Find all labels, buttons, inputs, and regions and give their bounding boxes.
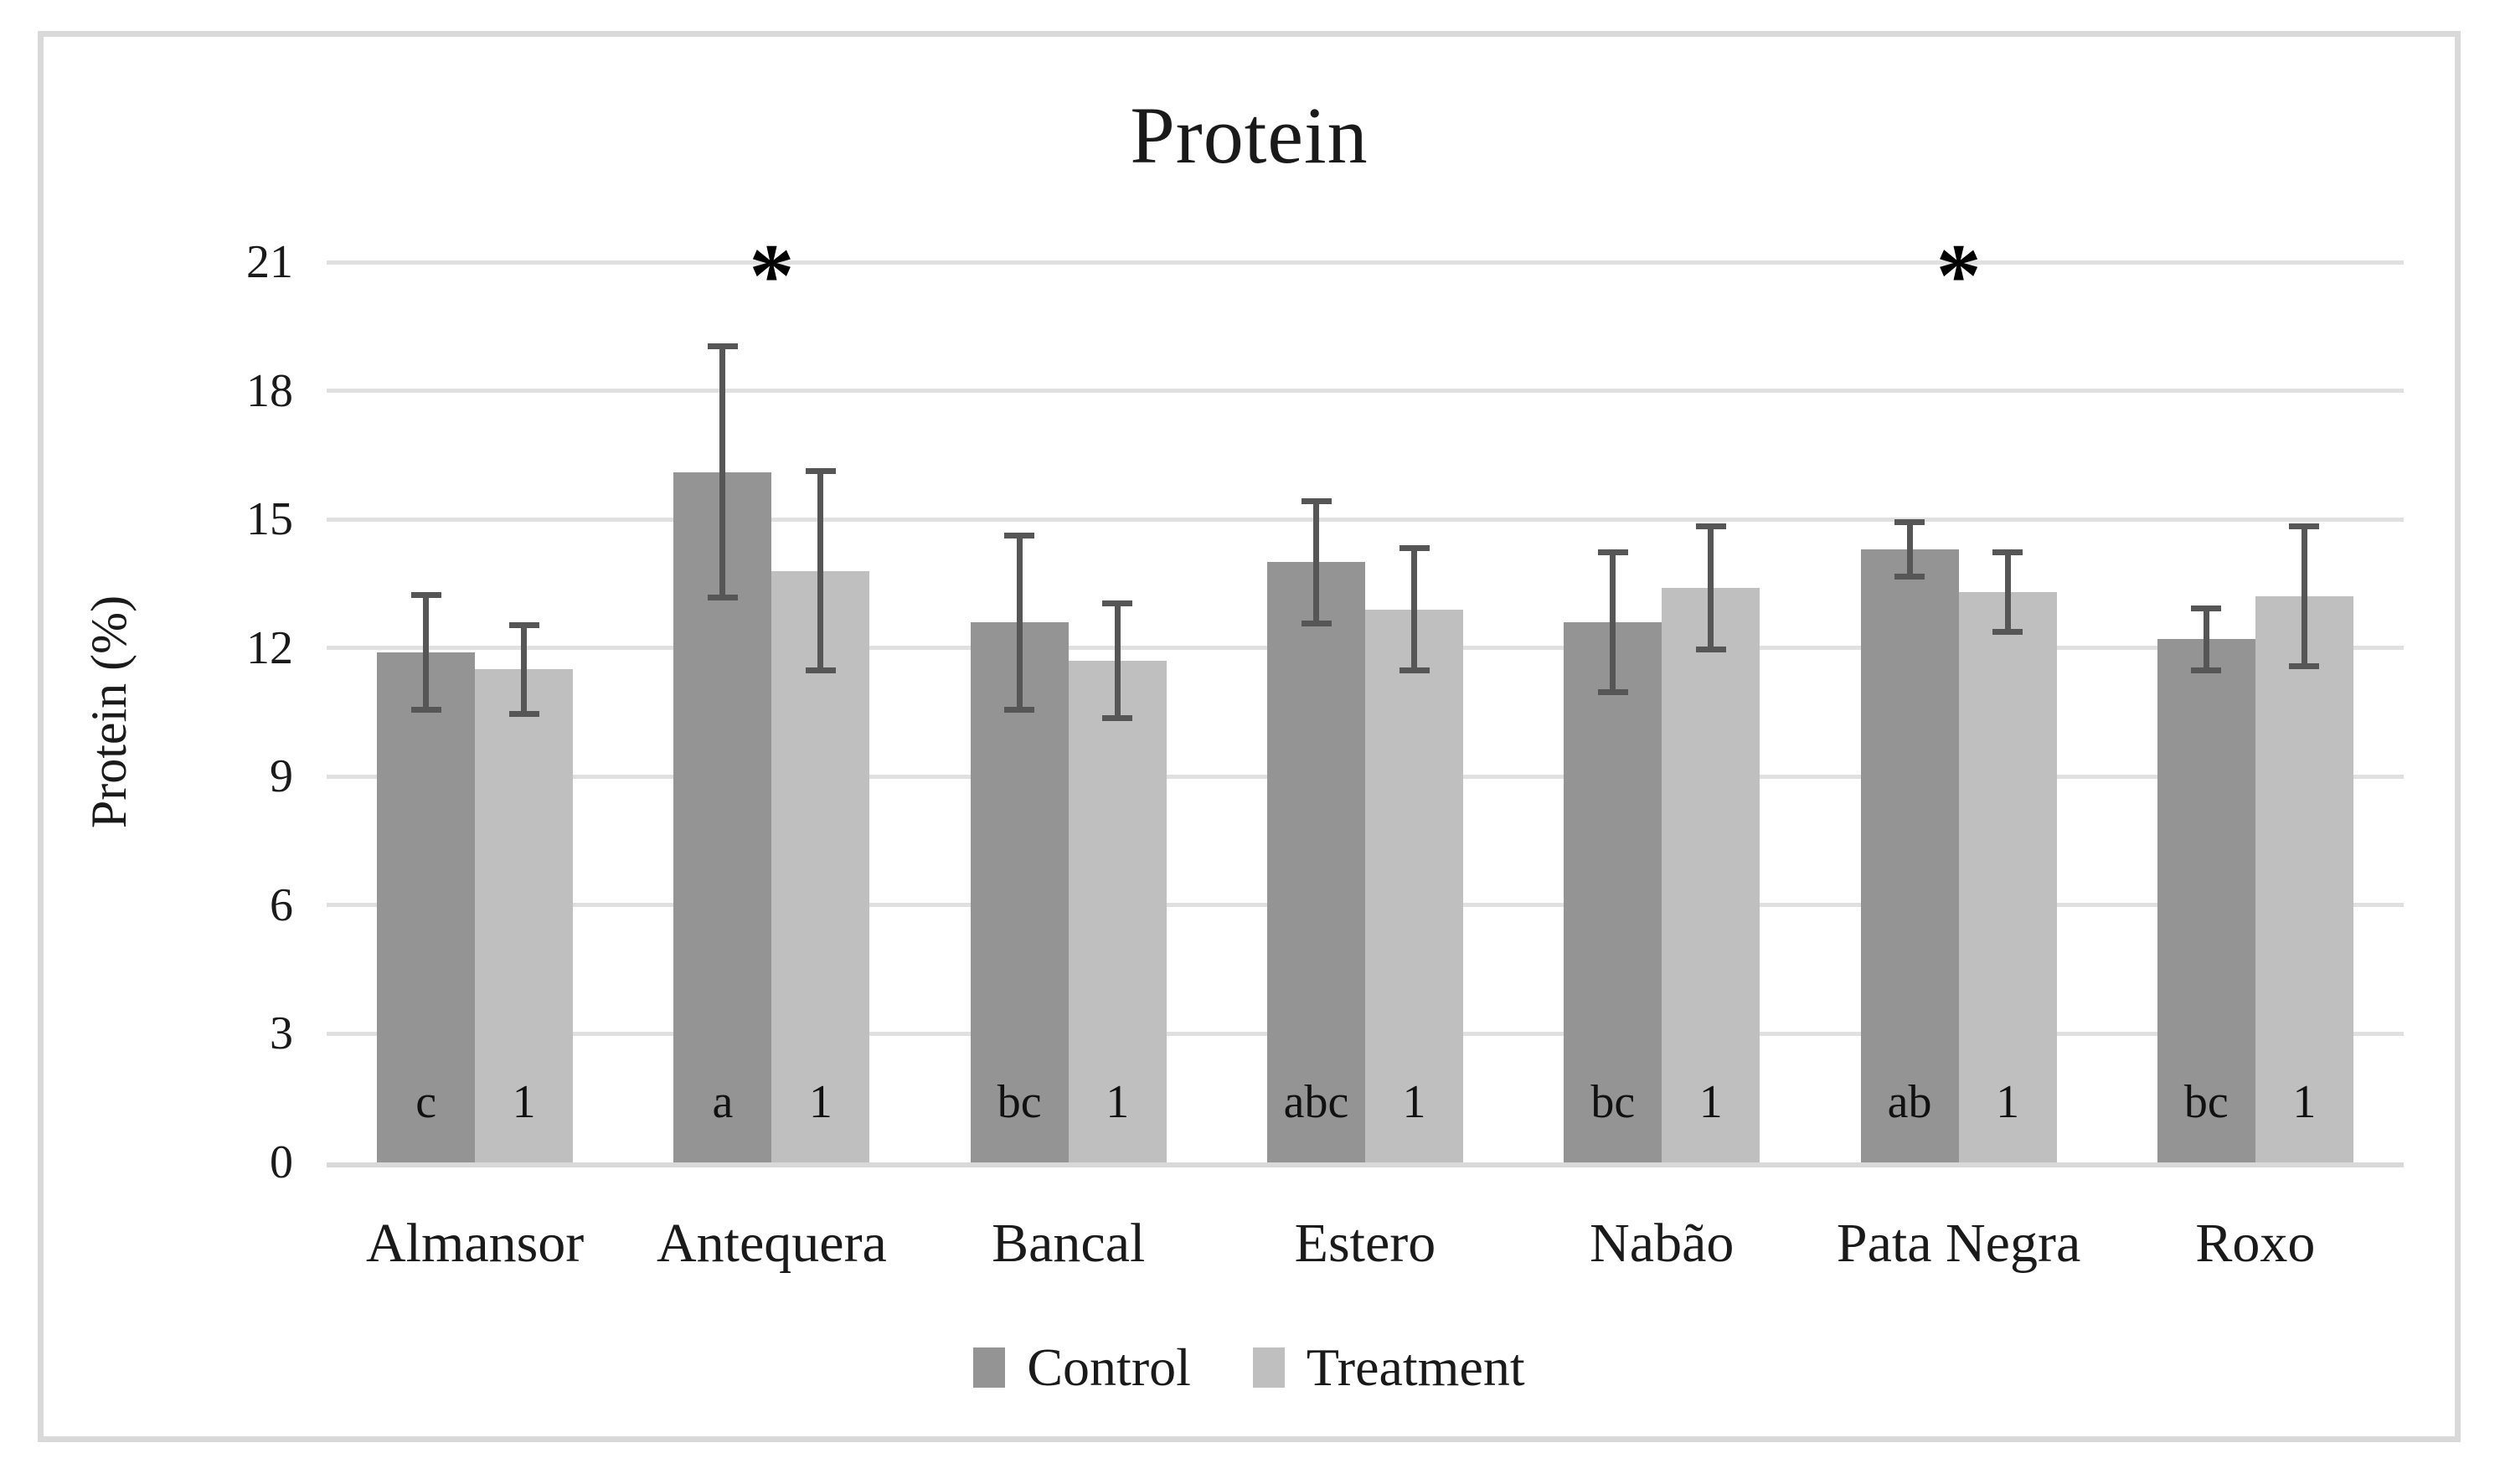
y-tick-label: 9 [270, 750, 293, 803]
y-tick-label: 0 [270, 1136, 293, 1188]
gridline [327, 389, 2404, 394]
x-category-label: Bancal [992, 1213, 1146, 1274]
bar-letter: 1 [512, 1076, 536, 1128]
error-bar-top-cap [508, 622, 539, 628]
error-bar-top-cap [1992, 549, 2023, 555]
error-bar-top-cap [805, 467, 836, 474]
x-category-label: Roxo [2195, 1213, 2316, 1274]
bar-letter: 1 [1996, 1076, 2020, 1128]
error-bar [1016, 532, 1023, 713]
error-bar-bottom-cap [1992, 629, 2023, 636]
error-bar-bottom-cap [1004, 706, 1035, 713]
error-bar-bottom-cap [508, 710, 539, 717]
error-bar-bottom-cap [707, 595, 738, 601]
error-bar-top-cap [1301, 497, 1332, 504]
x-category-label: Estero [1294, 1213, 1436, 1274]
significance-asterisk: * [749, 226, 795, 326]
legend-swatch-treatment [1252, 1347, 1285, 1388]
legend-label-treatment: Treatment [1306, 1337, 1525, 1397]
bar-letter: 1 [1106, 1076, 1130, 1128]
bar-letter: c [415, 1076, 437, 1128]
bar-letter: ab [1887, 1076, 1932, 1128]
bar-letter: 1 [808, 1076, 832, 1128]
error-bar-top-cap [2191, 605, 2222, 611]
significance-asterisk: * [1936, 226, 1982, 326]
error-bar-bottom-cap [805, 667, 836, 674]
error-bar-top-cap [1102, 600, 1133, 607]
bar-treatment-bancal [1068, 661, 1167, 1162]
error-bar-bottom-cap [2191, 667, 2222, 674]
x-category-label: Nabão [1590, 1213, 1735, 1274]
bar-treatment-estero [1365, 609, 1463, 1162]
y-tick-label: 18 [246, 364, 293, 417]
error-bar-bottom-cap [1301, 621, 1332, 627]
error-bar-bottom-cap [1597, 689, 1628, 696]
bar-control-almansor [377, 652, 476, 1162]
bar-treatment-almansor [475, 669, 574, 1162]
error-bar [719, 343, 726, 601]
y-tick-label: 6 [270, 879, 293, 931]
error-bar-top-cap [1695, 523, 1726, 530]
legend-label-control: Control [1027, 1337, 1191, 1397]
error-bar-bottom-cap [1894, 573, 1925, 580]
error-bar-top-cap [1597, 549, 1628, 555]
chart-title: Protein [1130, 90, 1369, 180]
bar-letter: bc [997, 1076, 1042, 1128]
error-bar-bottom-cap [1399, 667, 1430, 674]
bar-control-roxo [2157, 639, 2255, 1162]
error-bar [2004, 549, 2011, 636]
legend-item-control: Control [973, 1341, 1191, 1394]
error-bar [521, 622, 528, 717]
bar-letter: bc [1590, 1076, 1636, 1128]
bar-letter: a [712, 1076, 734, 1128]
error-bar-bottom-cap [1102, 714, 1133, 721]
error-bar-bottom-cap [410, 706, 441, 713]
bar-control-pata-negra [1860, 549, 1959, 1162]
error-bar-top-cap [410, 592, 441, 599]
error-bar [2301, 523, 2307, 670]
x-category-label: Almansor [365, 1213, 585, 1274]
error-bar-top-cap [707, 343, 738, 350]
error-bar-top-cap [1399, 544, 1430, 551]
y-tick-label: 21 [246, 236, 293, 288]
y-tick-label: 15 [246, 493, 293, 546]
error-bar [423, 592, 430, 713]
error-bar [1313, 497, 1319, 627]
legend-swatch-control [973, 1347, 1006, 1388]
error-bar-top-cap [2289, 523, 2320, 530]
error-bar-bottom-cap [1695, 646, 1726, 652]
error-bar-bottom-cap [2289, 663, 2320, 670]
bar-treatment-pata-negra [1958, 592, 2057, 1162]
legend-item-treatment: Treatment [1252, 1337, 1525, 1397]
y-tick-label: 3 [270, 1007, 293, 1060]
error-bar [2203, 605, 2209, 674]
error-bar [1610, 549, 1616, 696]
y-tick-label: 12 [246, 621, 293, 674]
bar-treatment-nab-o [1662, 588, 1760, 1162]
bar-letter: abc [1283, 1076, 1349, 1128]
error-bar [1114, 600, 1121, 721]
x-category-label: Pata Negra [1836, 1213, 2081, 1274]
bar-letter: 1 [2292, 1076, 2317, 1128]
bar-control-bancal [970, 622, 1069, 1162]
bar-letter: bc [2183, 1076, 2229, 1128]
bar-letter: 1 [1402, 1076, 1426, 1128]
error-bar-top-cap [1004, 532, 1035, 538]
x-axis-line [327, 1162, 2404, 1167]
gridline [327, 260, 2404, 265]
bar-treatment-roxo [2255, 596, 2353, 1162]
x-category-label: Antequera [656, 1213, 887, 1274]
bar-control-estero [1267, 562, 1365, 1162]
error-bar [1411, 544, 1417, 674]
legend: Control Treatment [38, 1338, 2461, 1397]
error-bar-top-cap [1894, 519, 1925, 526]
error-bar [817, 467, 824, 674]
gridline [327, 517, 2404, 522]
bar-letter: 1 [1698, 1076, 1723, 1128]
bar-control-nab-o [1564, 622, 1662, 1162]
error-bar [1906, 519, 1913, 580]
error-bar [1708, 523, 1714, 652]
